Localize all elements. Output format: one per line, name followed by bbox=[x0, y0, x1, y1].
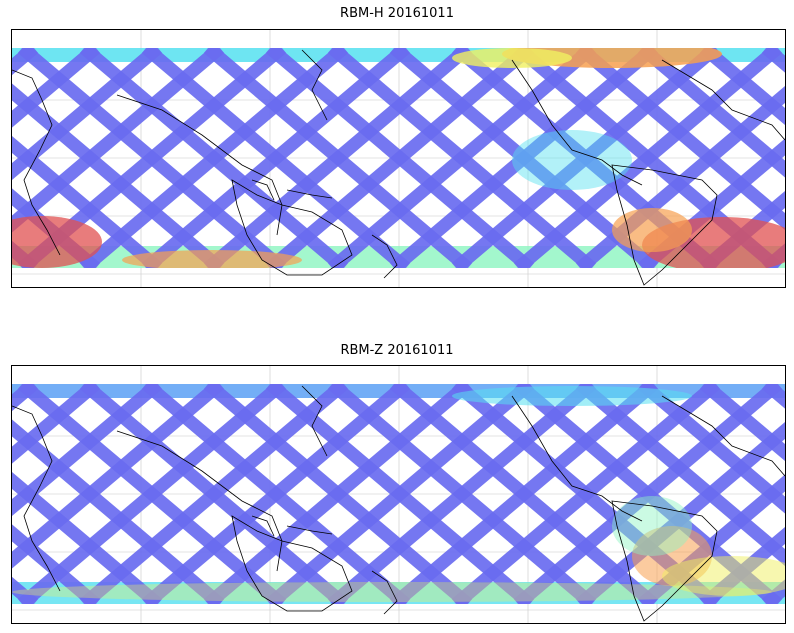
coastlines bbox=[12, 49, 785, 286]
swath-layer bbox=[12, 48, 785, 268]
swath-layer bbox=[12, 384, 785, 604]
panel-title-top: RBM-H 20161011 bbox=[340, 6, 454, 21]
map-panel-top bbox=[11, 29, 786, 288]
map-panel-bottom bbox=[11, 365, 786, 624]
coastlines bbox=[12, 385, 785, 622]
swath-map-bottom bbox=[12, 366, 785, 623]
swath-map-top bbox=[12, 30, 785, 287]
panel-title-bottom: RBM-Z 20161011 bbox=[340, 343, 454, 358]
